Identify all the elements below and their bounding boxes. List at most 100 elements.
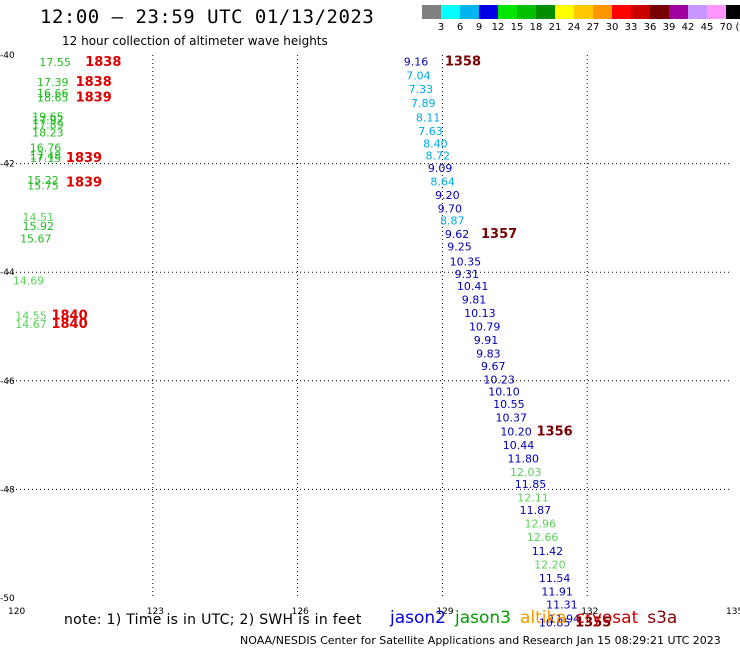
wave-height-label: 11.94: [549, 613, 581, 626]
scale-swatch: [650, 5, 669, 19]
scale-tick-label: 33: [624, 22, 638, 33]
wave-height-label: 11.80: [508, 452, 540, 465]
legend-item-s3a: s3a: [647, 608, 678, 628]
wave-height-label: 11.85: [515, 478, 547, 491]
scale-swatch: [479, 5, 498, 19]
scale-tick-label: 6: [456, 22, 464, 33]
wave-height-label: 11.87: [520, 504, 552, 517]
scale-swatch: [631, 5, 650, 19]
legend-item-jason3: jason3: [455, 608, 511, 628]
scale-tick-label: 39: [662, 22, 676, 33]
lon-tick-label: 123: [147, 607, 164, 617]
scale-swatch: [669, 5, 688, 19]
wave-height-label: 14.69: [13, 274, 45, 287]
note-text: note: 1) Time is in UTC; 2) SWH is in fe…: [64, 612, 362, 628]
wave-height-label: 15.22: [27, 174, 59, 187]
wave-height-label: 12.20: [534, 558, 566, 571]
wave-height-label: 10.37: [495, 412, 527, 425]
scale-swatch: [536, 5, 555, 19]
wave-height-label: 18.65: [37, 91, 69, 104]
pass-time-label: 1839: [66, 176, 102, 191]
wave-height-label: 14.55: [15, 310, 46, 323]
scale-tick-label: 12: [491, 22, 505, 33]
scale-tick-label: 70: [719, 22, 733, 33]
legend-item-jason2: jason2: [390, 608, 446, 628]
wave-height-label: 9.67: [481, 360, 506, 373]
wave-height-label: 10.41: [457, 280, 489, 293]
scale-tick-label: 27: [586, 22, 600, 33]
pass-time-label: 1358: [445, 55, 481, 70]
scale-swatch: [593, 5, 612, 19]
wave-height-label: 8.87: [440, 215, 465, 228]
pass-time-label: 1838: [76, 75, 112, 90]
lon-tick-label: 132: [581, 607, 598, 617]
legend-item-cryosat: cryosat: [575, 608, 639, 628]
wave-height-label: 12.03: [510, 466, 542, 479]
scale-tick-label: 30: [605, 22, 619, 33]
pass-time-label: 1840: [51, 317, 87, 332]
wave-height-label: 18.23: [32, 127, 64, 140]
wave-height-label: 17.89: [32, 119, 64, 132]
wave-height-label: 10.13: [464, 307, 496, 320]
wave-height-label: 7.04: [406, 70, 431, 83]
wave-height-label: 9.81: [462, 293, 487, 306]
scale-swatch: [707, 5, 726, 19]
lat-tick-label: -48: [0, 485, 15, 495]
wave-height-label: 17.39: [37, 76, 69, 89]
scale-tick-label: 45: [700, 22, 714, 33]
wave-height-label: 15.67: [20, 233, 52, 246]
wave-height-label: 19.65: [32, 110, 64, 123]
wave-height-label: 14.51: [22, 211, 54, 224]
wave-height-label: 9.62: [445, 228, 470, 241]
pass-time-label: 1839: [76, 90, 112, 105]
lat-tick-label: -44: [0, 268, 15, 278]
lon-tick-label: 129: [436, 607, 453, 617]
wave-height-label: 15.92: [22, 220, 54, 233]
pass-time-label: 1357: [481, 227, 517, 242]
scale-swatch: [498, 5, 517, 19]
wave-height-label: 10.20: [500, 425, 532, 438]
lat-tick-label: -42: [0, 160, 15, 170]
lon-tick-label: 126: [292, 607, 309, 617]
scale-swatch: [422, 5, 441, 19]
wave-height-label: 9.25: [447, 241, 472, 254]
scale-tick-label: 21: [548, 22, 562, 33]
wave-height-label: 8.11: [416, 111, 441, 124]
wave-height-label: 9.16: [404, 56, 429, 69]
scale-swatch: [517, 5, 536, 19]
scale-swatch: [688, 5, 707, 19]
footer-credit: NOAA/NESDIS Center for Satellite Applica…: [240, 634, 721, 647]
scale-swatch: [460, 5, 479, 19]
wave-height-label: 9.91: [474, 334, 499, 347]
wave-height-label: 9.70: [438, 203, 463, 216]
wave-height-label: 11.42: [532, 545, 564, 558]
wave-height-label: 11.54: [539, 572, 571, 585]
wave-height-label: 7.63: [418, 125, 443, 138]
lat-tick-label: -46: [0, 377, 15, 387]
lon-tick-label: 135: [726, 607, 740, 617]
lat-tick-label: -40: [0, 51, 15, 61]
scale-swatch: [612, 5, 631, 19]
map-title: 12:00 — 23:59 UTC 01/13/2023: [40, 6, 375, 28]
wave-height-label: 8.64: [430, 176, 455, 189]
lon-tick-label: 120: [8, 607, 25, 617]
pass-time-label: 1355: [575, 615, 611, 630]
scale-tick-label: 9: [475, 22, 483, 33]
wave-height-label: 15.75: [27, 179, 59, 192]
scale-swatch: [574, 5, 593, 19]
scale-tick-label: 42: [681, 22, 695, 33]
wave-height-label: 10.23: [483, 374, 514, 387]
wave-height-label: 8.40: [423, 138, 448, 151]
wave-height-label: 12.66: [527, 531, 559, 544]
wave-height-label: 11.31: [546, 599, 578, 612]
wave-height-label: 14.67: [15, 318, 46, 331]
wave-height-label: 8.72: [426, 149, 451, 162]
wave-height-label: 16.66: [37, 87, 69, 100]
wave-height-label: 12.11: [517, 492, 549, 505]
pass-time-label: 1356: [537, 424, 573, 439]
wave-height-label: 10.44: [503, 439, 535, 452]
wave-height-label: 9.31: [454, 268, 479, 281]
wave-height-label: 9.83: [476, 348, 501, 361]
wave-height-label: 17.97: [32, 114, 64, 127]
